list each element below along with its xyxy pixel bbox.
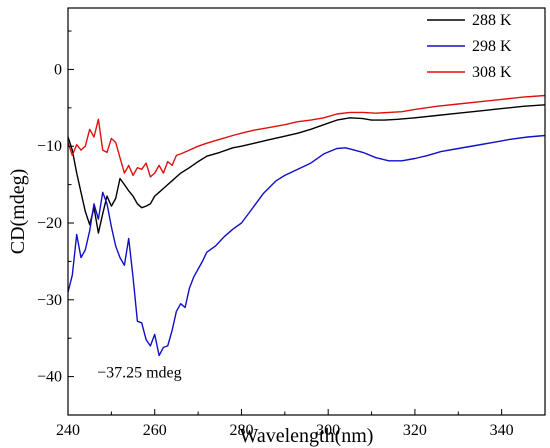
legend-label: 298 K: [472, 38, 512, 55]
legend-label: 288 K: [472, 12, 512, 29]
x-tick-label: 240: [56, 422, 80, 439]
series-line-298k: [67, 134, 546, 357]
x-tick-label: 300: [316, 422, 340, 439]
y-tick-label: −20: [37, 215, 62, 232]
plot-frame: [67, 7, 546, 416]
series-layer: [67, 94, 546, 357]
series-line-308k: [67, 94, 546, 178]
x-axis-ticks: 240 260 280 300 320 340: [56, 409, 546, 439]
series-line-288k: [67, 104, 546, 234]
x-tick-label: 280: [229, 422, 253, 439]
legend-label: 308 K: [472, 64, 512, 81]
y-tick-label: 0: [54, 61, 62, 78]
annotations: −37.25 mdeg: [97, 364, 182, 381]
y-tick-label: −10: [37, 138, 62, 155]
min-value-annotation: −37.25 mdeg: [97, 364, 182, 381]
x-tick-label: 340: [490, 422, 514, 439]
y-axis-label: CD(mdeg): [7, 169, 29, 255]
x-tick-label: 260: [143, 422, 167, 439]
y-axis-ticks: 0 −10 −20 −30 −40: [37, 30, 74, 386]
x-axis-label: Wavelength(nm): [240, 425, 374, 447]
legend: 288 K 298 K 308 K: [427, 12, 512, 81]
y-tick-label: −30: [37, 292, 62, 309]
x-tick-label: 320: [403, 422, 427, 439]
y-tick-label: −40: [37, 369, 62, 386]
